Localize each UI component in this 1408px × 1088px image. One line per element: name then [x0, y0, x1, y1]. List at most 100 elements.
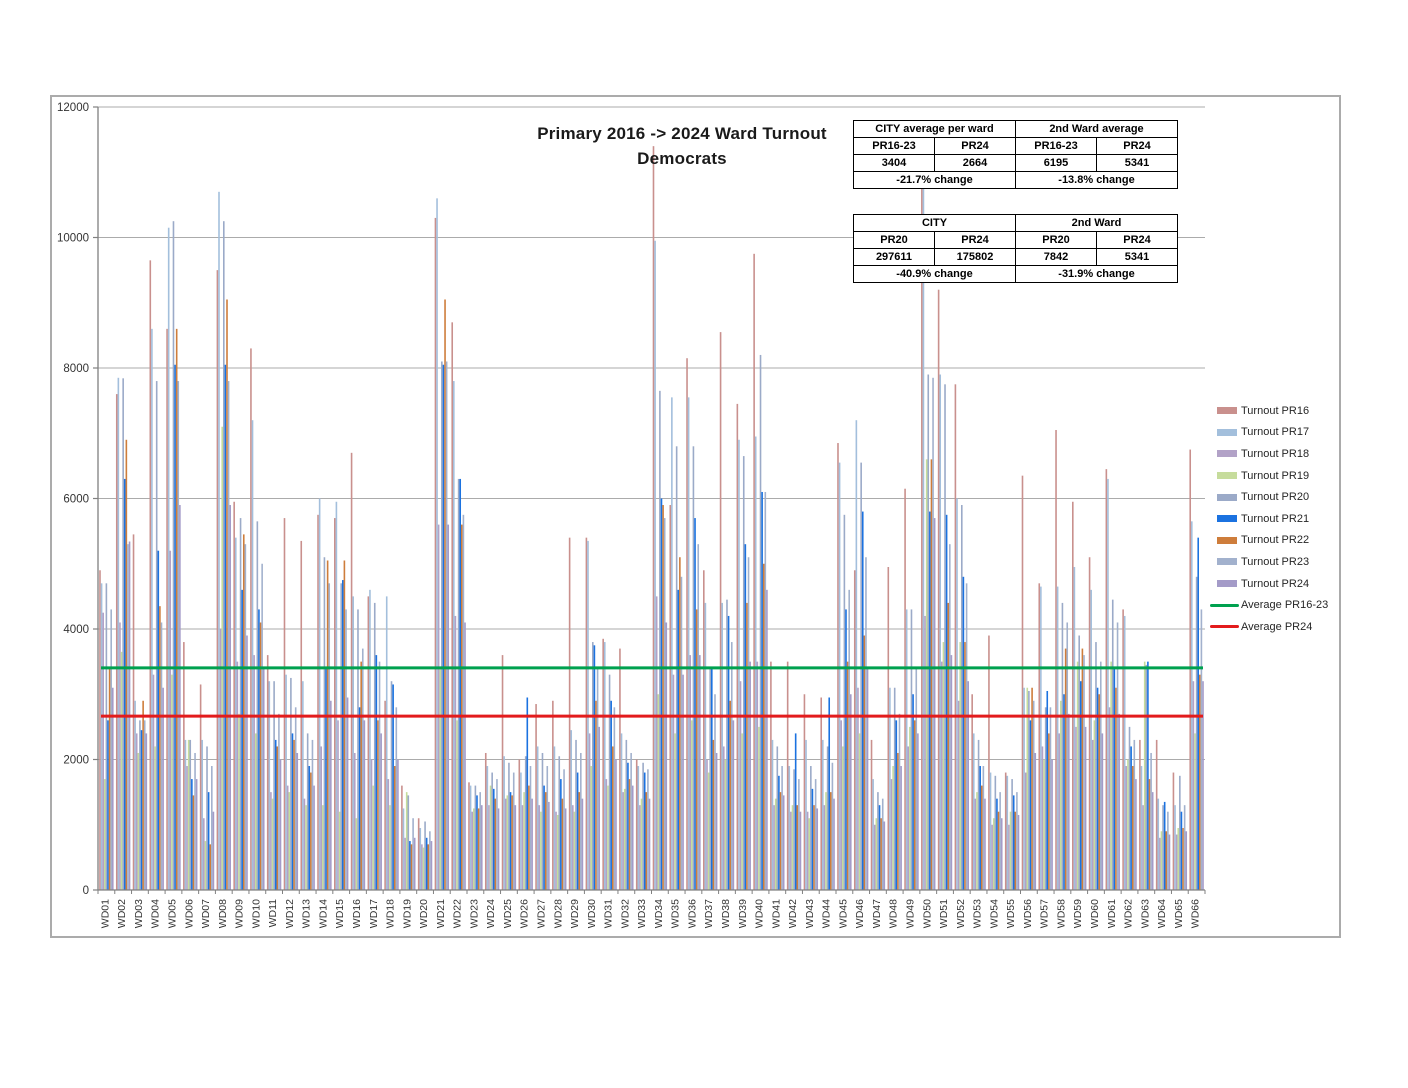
bar-wd48-pr19[interactable]	[892, 766, 894, 890]
bar-wd06-pr18[interactable]	[186, 766, 188, 890]
legend-item-turnout-pr22[interactable]: Turnout PR22	[1217, 530, 1339, 552]
bar-wd40-pr17[interactable]	[754, 436, 757, 890]
bar-wd17-pr19[interactable]	[372, 785, 374, 890]
bar-wd53-pr23[interactable]	[982, 766, 985, 890]
bar-wd46-pr24[interactable]	[866, 668, 869, 890]
bar-wd22-pr18[interactable]	[454, 615, 457, 890]
bar-wd26-pr20[interactable]	[524, 756, 527, 890]
bar-wd50-pr23[interactable]	[932, 377, 934, 890]
bar-wd14-pr16[interactable]	[317, 514, 319, 890]
bar-wd24-pr23[interactable]	[496, 779, 498, 890]
bar-wd12-pr20[interactable]	[290, 677, 292, 890]
bar-wd60-pr21[interactable]	[1096, 687, 1099, 890]
bar-wd06-pr19[interactable]	[187, 739, 190, 890]
bar-wd60-pr20[interactable]	[1095, 642, 1097, 890]
bar-wd57-pr19[interactable]	[1043, 759, 1045, 891]
bar-wd50-pr18[interactable]	[924, 615, 926, 890]
bar-wd04-pr17[interactable]	[151, 328, 153, 891]
bar-wd54-pr18[interactable]	[991, 824, 993, 890]
bar-wd12-pr16[interactable]	[283, 518, 286, 890]
bar-wd29-pr19[interactable]	[573, 811, 576, 890]
bar-wd48-pr18[interactable]	[890, 779, 893, 890]
bar-wd01-pr18[interactable]	[102, 612, 104, 890]
bar-wd31-pr23[interactable]	[613, 707, 616, 890]
bar-wd37-pr21[interactable]	[711, 668, 713, 890]
bar-wd32-pr16[interactable]	[619, 648, 621, 890]
bar-wd54-pr19[interactable]	[992, 818, 995, 890]
bar-wd51-pr18[interactable]	[941, 661, 943, 891]
bar-wd29-pr17[interactable]	[570, 730, 573, 890]
bar-wd57-pr18[interactable]	[1041, 746, 1044, 890]
bar-wd05-pr23[interactable]	[177, 381, 180, 890]
bar-wd56-pr16[interactable]	[1021, 475, 1024, 890]
bar-wd20-pr23[interactable]	[429, 831, 431, 890]
bar-wd26-pr16[interactable]	[518, 759, 521, 891]
bar-wd19-pr24[interactable]	[413, 837, 416, 890]
bar-wd38-pr21[interactable]	[727, 615, 730, 890]
bar-wd34-pr17[interactable]	[654, 240, 656, 890]
bar-wd41-pr24[interactable]	[782, 795, 785, 890]
bar-wd65-pr24[interactable]	[1185, 831, 1188, 890]
bar-wd11-pr21[interactable]	[274, 739, 277, 890]
bar-wd30-pr16[interactable]	[585, 537, 588, 890]
bar-wd40-pr16[interactable]	[753, 253, 755, 890]
bar-wd57-pr17[interactable]	[1040, 586, 1042, 890]
bar-wd31-pr24[interactable]	[615, 759, 617, 891]
bar-wd58-pr20[interactable]	[1061, 602, 1064, 890]
bar-wd55-pr23[interactable]	[1016, 792, 1018, 891]
bar-wd07-pr21[interactable]	[207, 792, 210, 891]
bar-wd47-pr19[interactable]	[875, 818, 878, 890]
bar-wd45-pr17[interactable]	[838, 462, 841, 890]
bar-wd46-pr20[interactable]	[860, 462, 862, 890]
bar-wd16-pr20[interactable]	[357, 609, 359, 890]
bar-wd34-pr18[interactable]	[655, 596, 658, 891]
bar-wd28-pr16[interactable]	[552, 700, 554, 890]
bar-wd38-pr16[interactable]	[719, 332, 722, 890]
bar-wd13-pr24[interactable]	[313, 785, 315, 890]
bar-wd36-pr16[interactable]	[686, 358, 688, 891]
bar-wd03-pr21[interactable]	[140, 730, 143, 890]
bar-wd59-pr18[interactable]	[1075, 726, 1077, 891]
bar-wd35-pr21[interactable]	[677, 589, 680, 890]
bar-wd61-pr19[interactable]	[1110, 661, 1112, 891]
bar-wd07-pr18[interactable]	[203, 818, 205, 890]
bar-wd33-pr20[interactable]	[642, 762, 644, 890]
bar-wd47-pr18[interactable]	[873, 824, 876, 890]
bar-wd62-pr19[interactable]	[1127, 759, 1129, 891]
bar-wd43-pr20[interactable]	[810, 766, 812, 890]
bar-wd04-pr16[interactable]	[149, 260, 152, 891]
bar-wd01-pr20[interactable]	[105, 583, 108, 890]
bar-wd23-pr20[interactable]	[474, 785, 477, 890]
bar-wd18-pr24[interactable]	[397, 759, 399, 891]
bar-wd57-pr22[interactable]	[1048, 733, 1050, 890]
bar-wd35-pr16[interactable]	[669, 505, 672, 890]
bar-wd17-pr20[interactable]	[373, 602, 376, 890]
bar-wd49-pr18[interactable]	[907, 746, 910, 890]
bar-wd20-pr24[interactable]	[430, 841, 433, 890]
bar-wd62-pr16[interactable]	[1122, 609, 1124, 890]
bar-wd51-pr20[interactable]	[944, 384, 946, 890]
bar-wd60-pr24[interactable]	[1101, 733, 1104, 890]
bar-wd48-pr20[interactable]	[893, 687, 896, 890]
bar-wd49-pr22[interactable]	[913, 720, 916, 890]
bar-wd56-pr20[interactable]	[1028, 690, 1030, 890]
bar-wd44-pr23[interactable]	[831, 762, 834, 890]
legend-item-turnout-pr21[interactable]: Turnout PR21	[1217, 508, 1339, 530]
bar-wd21-pr23[interactable]	[445, 361, 448, 891]
bar-wd59-pr23[interactable]	[1083, 655, 1085, 890]
bar-wd55-pr21[interactable]	[1012, 795, 1015, 890]
bar-wd39-pr22[interactable]	[746, 602, 748, 890]
bar-wd58-pr21[interactable]	[1063, 694, 1065, 890]
bar-wd47-pr24[interactable]	[883, 821, 886, 890]
bar-wd15-pr17[interactable]	[335, 501, 338, 890]
bar-wd27-pr20[interactable]	[541, 752, 544, 890]
bar-wd09-pr22[interactable]	[242, 534, 245, 890]
bar-wd62-pr21[interactable]	[1130, 746, 1132, 890]
bar-wd16-pr16[interactable]	[350, 452, 353, 890]
bar-wd50-pr20[interactable]	[927, 374, 930, 890]
bar-wd03-pr20[interactable]	[139, 720, 141, 890]
bar-wd27-pr21[interactable]	[543, 785, 545, 890]
bar-wd31-pr18[interactable]	[605, 779, 608, 890]
legend-item-average-pr24[interactable]: Average PR24	[1210, 616, 1339, 638]
bar-wd46-pr22[interactable]	[863, 635, 866, 890]
